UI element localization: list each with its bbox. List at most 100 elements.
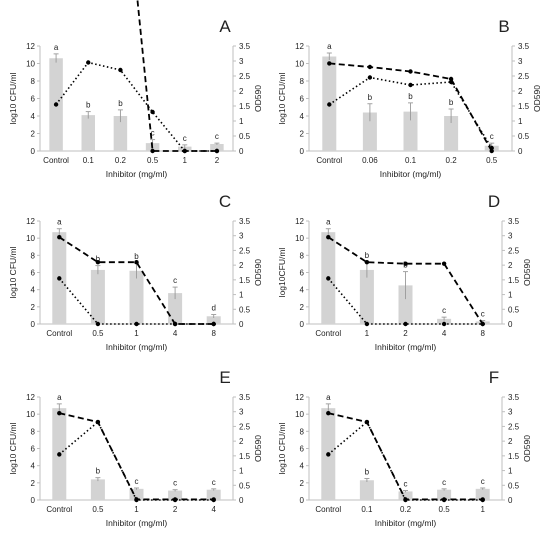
y2-tick-label: 3 xyxy=(239,232,244,241)
y-tick-label: 6 xyxy=(31,95,36,104)
x-tick-label: 8 xyxy=(211,329,216,338)
dashed-series-line-point xyxy=(172,321,178,327)
dashed-series-line xyxy=(59,412,214,501)
y-tick-label: 6 xyxy=(300,95,305,104)
y2-axis-title: OD590 xyxy=(253,259,263,286)
x-axis-title: Inhibitor (mg/ml) xyxy=(375,342,437,352)
dotted-series-line-point xyxy=(150,109,155,115)
dashed-series-line-point xyxy=(95,419,101,425)
y2-tick-label: 2 xyxy=(239,261,244,270)
significance-letter: b xyxy=(134,252,139,261)
y-tick-label: 10 xyxy=(26,410,35,419)
y-axis-title: log10 CFU/ml xyxy=(8,72,18,124)
y2-tick-label: 2.5 xyxy=(508,246,520,255)
y2-tick-label: 3.5 xyxy=(508,393,520,402)
x-tick-label: Control xyxy=(315,505,341,514)
panel-letter: B xyxy=(498,17,509,36)
y2-axis-title: OD590 xyxy=(253,85,263,112)
y-tick-label: 6 xyxy=(31,269,36,278)
y-tick-label: 0 xyxy=(31,320,36,329)
significance-letter: c xyxy=(183,134,187,143)
y2-tick-label: 0.5 xyxy=(508,481,520,490)
y-tick-label: 0 xyxy=(300,320,305,329)
significance-letter: c xyxy=(481,477,485,486)
panel-letter: A xyxy=(219,17,231,36)
y2-tick-label: 3 xyxy=(508,232,513,241)
dashed-series-line-point xyxy=(364,260,370,265)
bar xyxy=(362,112,377,151)
y-tick-label: 4 xyxy=(31,462,36,471)
x-tick-label: 2 xyxy=(215,156,220,165)
significance-letter: c xyxy=(215,132,219,141)
y-tick-label: 8 xyxy=(31,427,36,436)
y2-tick-label: 3 xyxy=(239,408,244,417)
significance-letter: c xyxy=(173,479,177,488)
y-tick-label: 2 xyxy=(300,303,305,312)
dashed-series-line-point xyxy=(480,497,485,502)
y2-tick-label: 3 xyxy=(508,408,513,417)
dashed-series-line-point xyxy=(57,234,62,240)
dashed-series-line-point xyxy=(364,419,370,425)
x-tick-label: 0.2 xyxy=(115,156,127,165)
y-tick-label: 12 xyxy=(26,393,35,402)
significance-letter: c xyxy=(481,310,485,319)
y2-tick-label: 0.5 xyxy=(508,305,520,314)
y-tick-label: 10 xyxy=(26,234,35,243)
dotted-series-line-point xyxy=(408,82,413,88)
x-tick-label: 2 xyxy=(173,505,178,514)
y2-tick-label: 1 xyxy=(508,467,513,476)
significance-letter: b xyxy=(408,92,413,101)
significance-letter: d xyxy=(211,304,215,313)
dashed-series-line-point xyxy=(57,410,62,416)
y-tick-label: 2 xyxy=(31,130,36,139)
y2-tick-label: 3.5 xyxy=(518,42,530,51)
y2-tick-label: 3.5 xyxy=(239,393,251,402)
x-tick-label: 2 xyxy=(403,329,408,338)
significance-letter: b xyxy=(365,468,370,477)
dashed-series-line-point xyxy=(441,497,447,502)
dotted-series-line-point xyxy=(57,276,62,281)
y2-tick-label: 0.5 xyxy=(239,132,251,141)
x-tick-label: 0.5 xyxy=(92,505,104,514)
x-tick-label: 0.1 xyxy=(361,505,373,514)
x-tick-label: 0.5 xyxy=(439,505,451,514)
dashed-series-line-point xyxy=(95,260,101,265)
dashed-series-line-point xyxy=(403,497,408,502)
significance-letter: c xyxy=(212,478,216,487)
y-tick-label: 4 xyxy=(300,286,305,295)
y2-tick-label: 2.5 xyxy=(239,72,251,81)
bar xyxy=(444,116,459,151)
y2-tick-label: 0.5 xyxy=(239,481,251,490)
bar xyxy=(129,270,144,324)
significance-letter: c xyxy=(135,477,139,486)
x-axis-title: Inhibitor (mg/ml) xyxy=(375,518,437,528)
y2-tick-label: 3.5 xyxy=(239,217,251,226)
y-tick-label: 10 xyxy=(295,410,304,419)
y2-tick-label: 2.5 xyxy=(239,422,251,431)
x-tick-label: 0.06 xyxy=(362,156,378,165)
dotted-series-line-point xyxy=(367,75,373,80)
significance-letter: b xyxy=(449,98,454,107)
significance-letter: c xyxy=(442,478,446,487)
bar xyxy=(210,144,224,151)
y2-tick-label: 3.5 xyxy=(239,42,251,51)
dashed-series-line xyxy=(327,236,484,325)
bar xyxy=(437,318,452,324)
dashed-series-line-point xyxy=(327,61,332,66)
y-axis-title: log10 CFU/ml xyxy=(277,72,287,124)
bar xyxy=(168,293,183,324)
dotted-series-line-point xyxy=(86,60,91,65)
x-tick-label: 0.5 xyxy=(92,329,104,338)
y-tick-label: 10 xyxy=(26,60,35,69)
y-tick-label: 12 xyxy=(26,42,35,51)
significance-letter: c xyxy=(151,129,155,138)
x-tick-label: Control xyxy=(43,156,69,165)
panel-letter: C xyxy=(219,192,231,211)
y-tick-label: 2 xyxy=(31,303,36,312)
y-tick-label: 4 xyxy=(31,286,36,295)
dashed-series-line-point xyxy=(211,497,216,502)
y-tick-label: 10 xyxy=(295,234,304,243)
y2-tick-label: 0 xyxy=(518,147,523,156)
